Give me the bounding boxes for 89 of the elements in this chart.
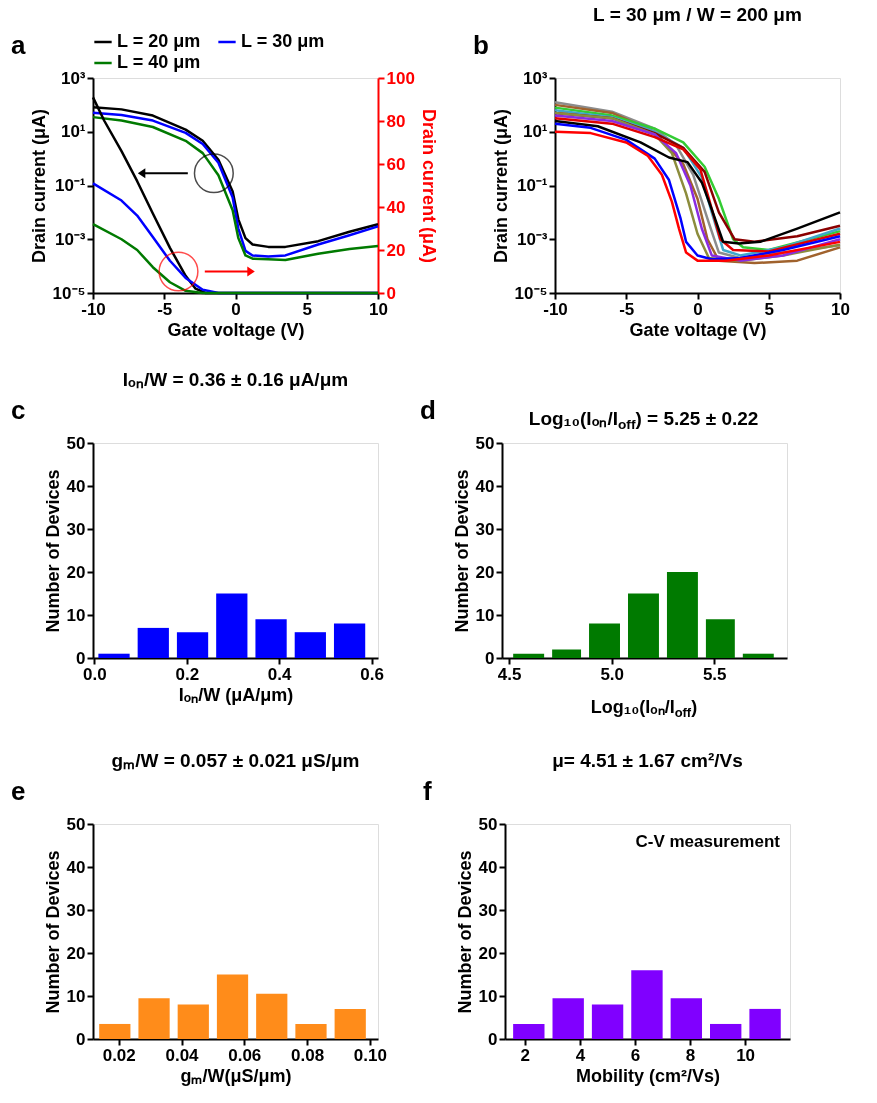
x-axis-title: gₘ/W(μS/μm) [180,1065,292,1086]
y2-tick-label: 0 [386,283,396,303]
x-tick-label: 2 [520,1045,531,1065]
y-tick-label: 50 [66,814,86,834]
text: a [11,30,26,60]
y-tick-label: 40 [475,476,495,496]
x-tick-label: 4 [575,1045,586,1065]
x-tick-label: 8 [685,1045,696,1065]
y-axis-title: Number of Devices [454,850,475,1014]
y-axis-title: Drain current (μA) [490,108,511,264]
y-tick-label: 10⁻³ [516,229,548,249]
x-tick-label: 10 [831,299,850,319]
x-tick-label: 5 [764,299,774,319]
chart-title: Iₒₙ/W = 0.36 ± 0.16 μA/μm [122,369,349,390]
y-tick-label: 0 [488,1029,498,1049]
x-tick-label: -5 [157,299,173,319]
y-tick-label: 10³ [522,68,548,88]
x-axis-title: Gate voltage (V) [167,319,305,340]
y-axis-title: Number of Devices [451,469,472,633]
y-tick-label: 0 [76,648,86,668]
y2-tick-label: 60 [386,154,406,174]
x-tick-label: 10 [736,1045,756,1065]
x-tick-label: 0.0 [83,664,107,684]
y2-tick-label: 20 [386,240,406,260]
x-tick-label: 0.08 [291,1045,325,1065]
y-tick-label: 40 [478,857,498,877]
text: b [473,30,489,60]
x-tick-label: 0 [231,299,241,319]
text: d [420,395,436,425]
x-tick-label: 0.4 [267,664,293,684]
y-tick-label: 30 [66,900,86,920]
y-tick-label: 40 [66,857,86,877]
y-tick-label: 30 [66,519,86,539]
y-tick-label: 20 [66,943,86,963]
x-tick-label: 0.6 [360,664,384,684]
x-tick-label: 0.10 [353,1045,387,1065]
x-tick-label: 0.2 [175,664,200,684]
y-tick-label: 20 [478,943,498,963]
x-tick-label: 6 [630,1045,641,1065]
y-tick-label: 10³ [60,68,86,88]
y-tick-label: 10 [66,605,86,625]
x-tick-label: 4.5 [497,664,522,684]
y-tick-label: 10⁻³ [54,229,86,249]
y-tick-label: 20 [66,562,86,582]
text: c [11,395,26,425]
x-tick-label: 5.5 [702,664,727,684]
x-tick-label: 5.0 [600,664,625,684]
chart-title: μ= 4.51 ± 1.67 cm²/Vs [552,750,743,771]
x-tick-label: 0.02 [102,1045,136,1065]
annotation: C-V measurement [635,832,781,851]
y-tick-label: 50 [475,433,495,453]
y-tick-label: 30 [478,900,498,920]
x-tick-label: 0 [693,299,703,319]
text: e [11,776,26,806]
y-tick-label: 30 [475,519,495,539]
x-tick-label: 0.06 [228,1045,262,1065]
y-axis-title: Number of Devices [42,469,63,633]
y-axis-title: Drain current (μA) [28,108,49,264]
x-tick-label: 0.04 [165,1045,200,1065]
x-axis-title: Mobility (cm²/Vs) [575,1065,721,1086]
y2-axis-title: Drain current (μA) [418,108,439,264]
y-tick-label: 10¹ [522,122,548,142]
y-tick-label: 10⁻¹ [54,176,86,195]
y2-tick-label: 80 [386,111,406,131]
legend-label: L = 20 μm [117,31,201,51]
y-axis-title: Number of Devices [42,850,63,1014]
y-tick-label: 10 [475,605,495,625]
x-tick-label: -5 [619,299,635,319]
x-axis-title: Iₒₙ/W (μA/μm) [178,684,294,705]
y-tick-label: 50 [478,814,498,834]
legend-label: L = 40 μm [117,52,201,72]
legend-label: L = 30 μm [241,31,325,51]
y-tick-label: 10⁻¹ [516,176,548,195]
y-tick-label: 10 [66,986,86,1006]
x-axis-title: Gate voltage (V) [629,319,767,340]
y-tick-label: 0 [76,1029,86,1049]
x-tick-label: 5 [302,299,312,319]
y2-tick-label: 100 [386,68,415,88]
y-tick-label: 10 [478,986,498,1006]
y-tick-label: 0 [485,648,495,668]
y-tick-label: 20 [475,562,495,582]
chart-title: gₘ/W = 0.057 ± 0.021 μS/μm [111,750,360,771]
chart-title: L = 30 μm / W = 200 μm [593,4,802,25]
y-tick-label: 40 [66,476,86,496]
text: f [423,776,432,806]
y-tick-label: 50 [66,433,86,453]
x-tick-label: 10 [369,299,388,319]
y-tick-label: 10¹ [60,122,86,142]
y2-tick-label: 40 [386,197,406,217]
